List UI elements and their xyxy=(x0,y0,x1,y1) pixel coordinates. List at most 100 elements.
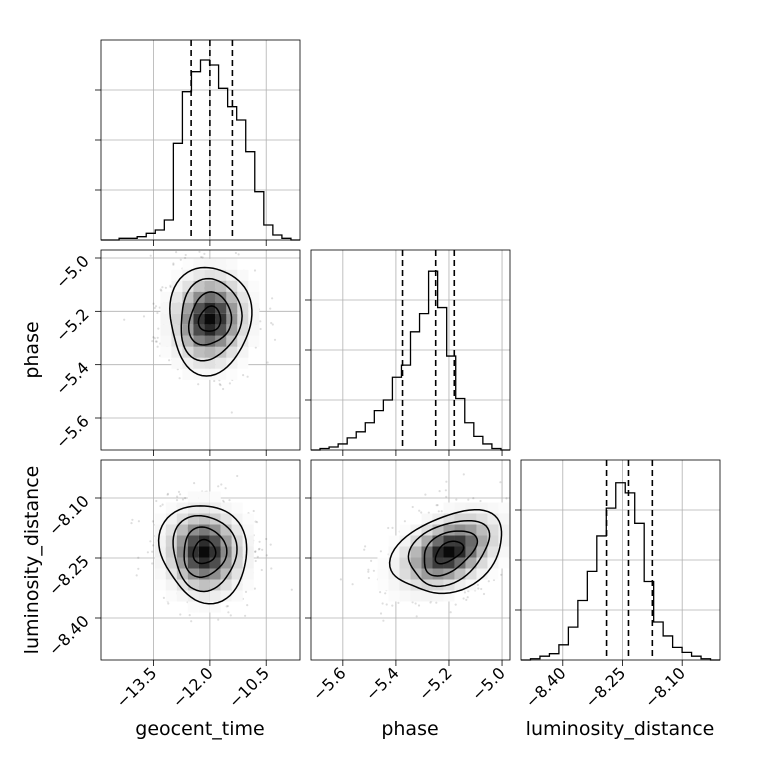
scatter-point xyxy=(161,503,164,506)
density-block xyxy=(421,568,433,580)
scatter-point xyxy=(270,321,273,325)
density-block xyxy=(465,568,477,580)
density-block xyxy=(204,335,216,347)
density-block xyxy=(454,524,466,536)
density-block xyxy=(182,335,194,347)
scatter-point xyxy=(192,206,194,208)
scatter-point xyxy=(154,305,158,308)
density-block xyxy=(388,535,400,547)
density-block xyxy=(160,335,172,347)
scatter-point xyxy=(155,499,158,503)
scatter-point xyxy=(463,591,466,594)
scatter-point xyxy=(265,537,268,541)
scatter-point xyxy=(258,547,261,550)
density-block xyxy=(193,291,205,303)
histogram-phase xyxy=(311,270,510,451)
density-block xyxy=(209,557,221,569)
density-block xyxy=(154,579,166,591)
scatter-point xyxy=(387,526,390,530)
scatter-point xyxy=(339,578,342,581)
scatter-point xyxy=(512,506,514,508)
scatter-point xyxy=(220,483,223,486)
density-block xyxy=(215,335,227,347)
density-block xyxy=(476,546,488,558)
density-block xyxy=(154,568,166,580)
scatter-point xyxy=(290,588,293,591)
density-block xyxy=(476,513,488,525)
density-block xyxy=(399,557,411,569)
density-block xyxy=(187,601,199,613)
contour-4 xyxy=(169,266,253,377)
scatter-point xyxy=(190,620,193,623)
scatter-point xyxy=(213,379,216,383)
scatter-point xyxy=(168,359,171,362)
density-block xyxy=(176,535,188,547)
scatter-point xyxy=(152,336,155,339)
scatter-point xyxy=(415,615,418,618)
scatter-point xyxy=(445,480,448,483)
scatter-point xyxy=(269,307,272,310)
scatter-point xyxy=(454,603,457,606)
scatter-point xyxy=(218,383,221,386)
scatter-point xyxy=(159,288,162,291)
density-block xyxy=(231,535,243,547)
scatter-point xyxy=(467,590,470,593)
scatter-point xyxy=(224,487,227,490)
scatter-point xyxy=(219,384,222,387)
density-block xyxy=(209,568,221,580)
density-block xyxy=(165,590,177,602)
density-block xyxy=(487,557,499,569)
scatter-point xyxy=(253,269,257,272)
scatter-point xyxy=(178,377,181,380)
scatter-point xyxy=(462,473,465,476)
density-block xyxy=(182,313,194,325)
contour-1 xyxy=(197,305,222,332)
density-block xyxy=(220,579,232,591)
density-block xyxy=(187,557,199,569)
density-block xyxy=(421,590,433,602)
density-block xyxy=(160,346,172,358)
hist-panel-luminosity-distance xyxy=(520,459,721,661)
density-block xyxy=(454,513,466,525)
scatter-point xyxy=(472,497,475,500)
scatter-point xyxy=(516,525,518,527)
scatter-point xyxy=(436,504,439,507)
density-block xyxy=(193,324,205,336)
density-block xyxy=(209,524,221,536)
density-block xyxy=(171,357,183,369)
scatter-point xyxy=(179,613,182,616)
scatter-point xyxy=(177,490,181,493)
scatter-point xyxy=(379,550,382,553)
scatter-point xyxy=(203,252,206,255)
density-block xyxy=(498,513,510,525)
density-block xyxy=(187,491,199,503)
density-block xyxy=(198,502,210,514)
scatter-point xyxy=(367,570,370,573)
density-block xyxy=(421,557,433,569)
density-block xyxy=(248,313,260,325)
density-block xyxy=(193,258,205,270)
density-block xyxy=(171,324,183,336)
scatter-point xyxy=(437,510,440,513)
scatter-point xyxy=(222,387,225,391)
scatter-point xyxy=(254,550,257,554)
scatter-point xyxy=(500,573,503,576)
density-block xyxy=(204,324,216,336)
scatter-point xyxy=(482,592,486,596)
scatter-point xyxy=(420,511,423,514)
x-axis-label-luminosity-distance: luminosity_distance xyxy=(526,718,715,740)
density-block xyxy=(498,546,510,558)
histogram-luminosity_distance xyxy=(521,482,720,661)
density-block xyxy=(226,302,238,314)
scatter-point xyxy=(154,340,157,343)
density-block xyxy=(226,357,238,369)
density-block xyxy=(193,280,205,292)
density-block xyxy=(187,513,199,525)
density-block xyxy=(187,590,199,602)
density-block xyxy=(226,368,238,380)
scatter-point xyxy=(372,569,375,572)
scatter-point xyxy=(193,482,196,485)
scatter-point xyxy=(259,320,262,323)
density-block xyxy=(242,535,254,547)
tick-label: −8.25 xyxy=(581,663,629,711)
